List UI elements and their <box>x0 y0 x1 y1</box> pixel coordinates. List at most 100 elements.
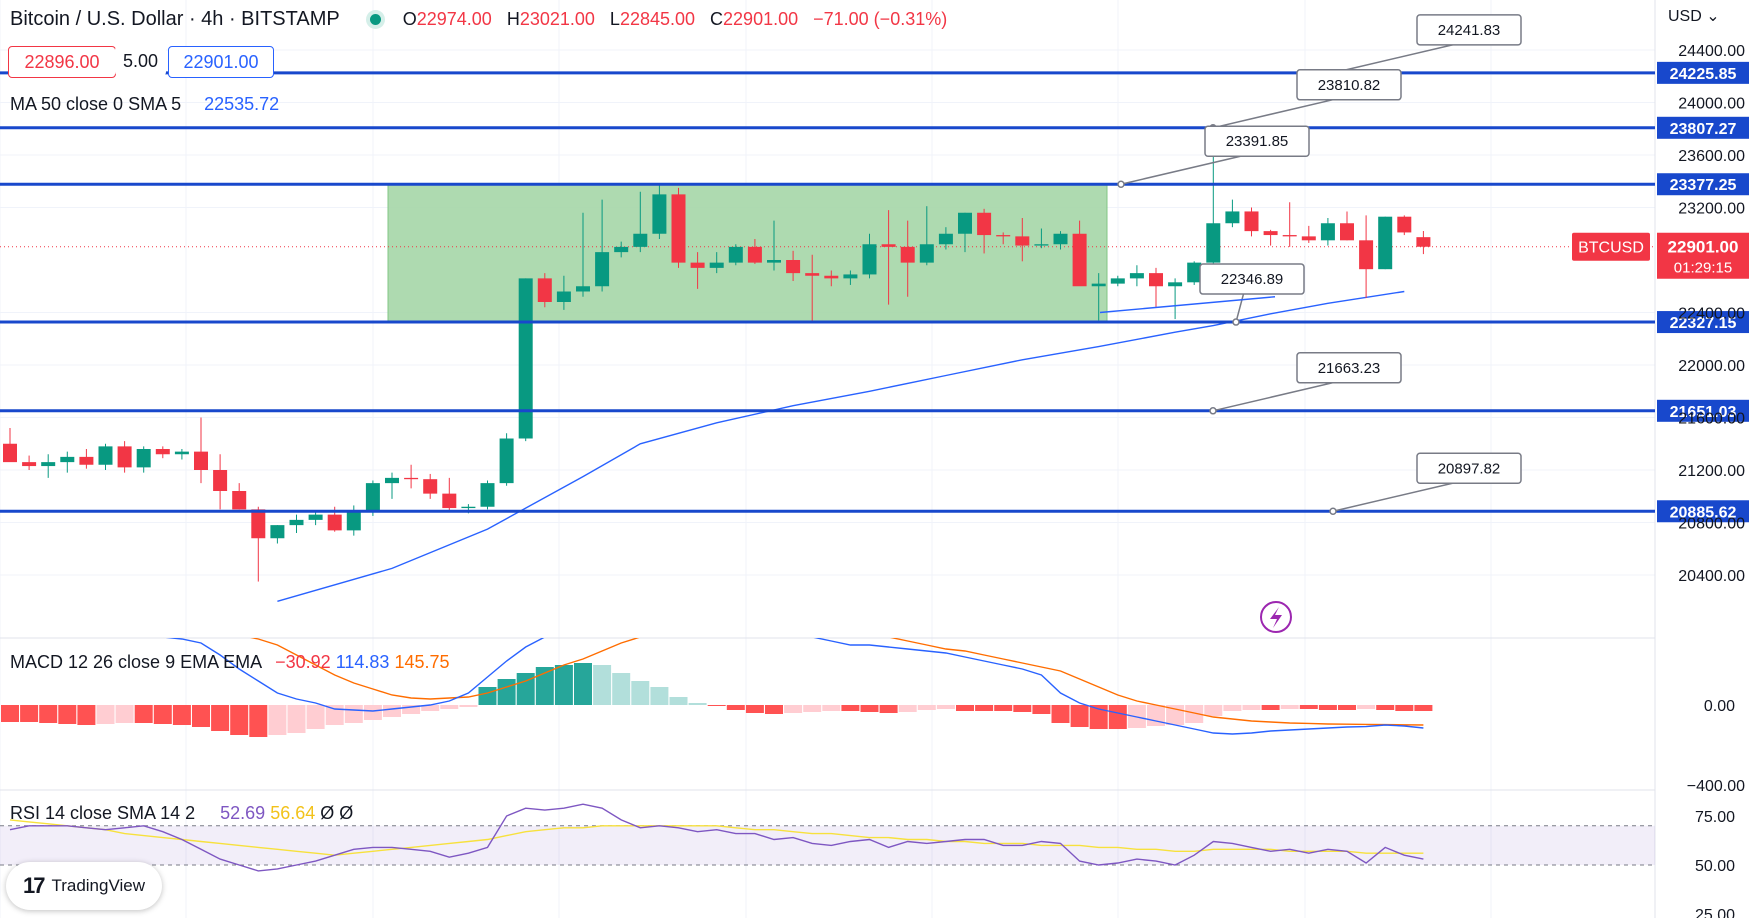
macd-histogram-bar <box>841 705 860 711</box>
candle-body <box>958 212 972 234</box>
callout-label: 23810.82 <box>1318 77 1381 94</box>
macd-histogram-bar <box>402 705 421 714</box>
chart-header: Bitcoin / U.S. Dollar · 4h · BITSTAMP O2… <box>10 8 957 31</box>
macd-histogram-bar <box>268 705 287 735</box>
price-tick-label: 20800.00 <box>1678 516 1745 533</box>
macd-histogram-bar <box>287 705 306 733</box>
level-axis-label: 24225.85 <box>1670 66 1737 83</box>
callout-box <box>1199 263 1305 295</box>
lightning-icon <box>1260 601 1292 633</box>
close-value: 22901.00 <box>723 9 799 29</box>
price-tick-label: 23600.00 <box>1678 148 1745 165</box>
callout-box <box>1416 14 1522 46</box>
candle-body <box>843 274 858 279</box>
candle-body <box>900 246 915 263</box>
ohlc-values: O22974.00 H23021.00 L22845.00 C22901.00 … <box>403 9 958 30</box>
candle-body <box>537 278 552 302</box>
macd-histogram-bar <box>77 705 96 725</box>
candle-body <box>1340 223 1354 241</box>
callout-label: 23391.85 <box>1226 133 1289 150</box>
tradingview-logo[interactable]: 17 TradingView <box>6 862 162 910</box>
macd-histogram-bar <box>383 705 401 717</box>
macd-histogram-bar <box>1070 705 1089 727</box>
macd-histogram-bar <box>421 705 440 711</box>
currency-selector[interactable]: USD ⌄ <box>1668 6 1720 26</box>
macd-line <box>165 638 1424 735</box>
callout-label: 22346.89 <box>1221 271 1284 288</box>
level-axis-label-bg <box>1657 399 1749 422</box>
candle-body <box>576 286 590 292</box>
level-axis-label-bg <box>1657 116 1749 139</box>
buy-button[interactable]: 22901.00 <box>168 46 274 78</box>
high-value: 23021.00 <box>519 9 595 29</box>
macd-histogram-bar <box>58 705 77 724</box>
rsi-upper-band-value: Ø <box>320 803 335 823</box>
candle-body <box>862 244 877 275</box>
rsi-legend[interactable]: RSI 14 close SMA 14 2 52.69 56.64 Ø Ø <box>10 803 353 824</box>
macd-histogram-bar <box>1318 705 1337 710</box>
macd-histogram-bar <box>440 705 459 709</box>
candle-body <box>786 260 801 274</box>
macd-histogram-bar <box>1051 705 1070 723</box>
candle-body <box>1110 278 1125 284</box>
candle-body <box>1149 273 1163 287</box>
macd-histogram-bar <box>574 663 592 705</box>
candle-body <box>22 462 37 467</box>
macd-legend[interactable]: MACD 12 26 close 9 EMA EMA −30.92 114.83… <box>10 652 450 673</box>
currency-label: USD <box>1668 8 1702 25</box>
change-value: −71.00 (−0.31%) <box>813 9 948 29</box>
candle-body <box>270 525 285 539</box>
rsi-ma-line <box>9 819 1424 856</box>
candle-body <box>1397 216 1412 233</box>
price-tick-label: 24000.00 <box>1678 96 1745 113</box>
open-value: 22974.00 <box>416 9 492 29</box>
price-tick-label: 21600.00 <box>1678 411 1745 428</box>
market-status-icon[interactable] <box>369 14 381 25</box>
level-axis-label-bg <box>1657 311 1749 334</box>
last-price-badge <box>1657 232 1749 279</box>
macd-histogram-bar <box>765 705 783 714</box>
candle-body <box>60 456 75 463</box>
spread-value: 5.00 <box>115 46 167 76</box>
callout-connector <box>1212 380 1342 412</box>
candle-body <box>461 506 476 509</box>
symbol-title[interactable]: Bitcoin / U.S. Dollar · 4h · BITSTAMP <box>10 8 340 30</box>
macd-histogram-bar <box>669 697 688 705</box>
candle-body <box>174 451 189 455</box>
lightning-bolt <box>1270 607 1282 628</box>
macd-histogram-bar <box>497 679 516 705</box>
symbol-badge-label: BTCUSD <box>1578 240 1644 257</box>
candle-body <box>747 246 762 263</box>
callout-anchor <box>1209 407 1217 415</box>
sell-button[interactable]: 22896.00 <box>8 46 116 78</box>
macd-histogram-bar <box>478 687 497 705</box>
callout-box <box>1416 452 1522 485</box>
last-price-label: 22901.00 <box>1668 238 1739 257</box>
macd-legend-label: MACD 12 26 close 9 EMA EMA <box>10 652 263 672</box>
macd-histogram-bar <box>172 705 191 725</box>
macd-histogram-bar <box>20 705 39 722</box>
candle-body <box>136 449 151 468</box>
macd-histogram-bar <box>994 705 1013 711</box>
macd-histogram-bar <box>631 681 650 705</box>
macd-histogram-bar <box>306 705 325 729</box>
callout-connector <box>1332 480 1462 512</box>
high-key: H <box>506 9 520 29</box>
candle-body <box>767 260 781 263</box>
macd-histogram-bar <box>1013 705 1032 712</box>
open-key: O <box>402 9 417 29</box>
macd-histogram-bar <box>1395 705 1414 711</box>
level-axis-label: 20885.62 <box>1670 504 1737 521</box>
macd-histogram-bar <box>707 705 726 706</box>
candle-body <box>289 519 304 526</box>
price-tick-label: 20400.00 <box>1678 568 1745 585</box>
candle-body <box>595 252 610 287</box>
price-tick-label: 22400.00 <box>1678 306 1745 323</box>
candle-body <box>385 477 399 484</box>
candle-body <box>805 273 820 276</box>
candle-body <box>1244 211 1259 232</box>
macd-histogram-bar <box>192 705 210 727</box>
ma-legend[interactable]: MA 50 close 0 SMA 5 22535.72 <box>10 94 279 115</box>
candle-body <box>1034 244 1049 246</box>
